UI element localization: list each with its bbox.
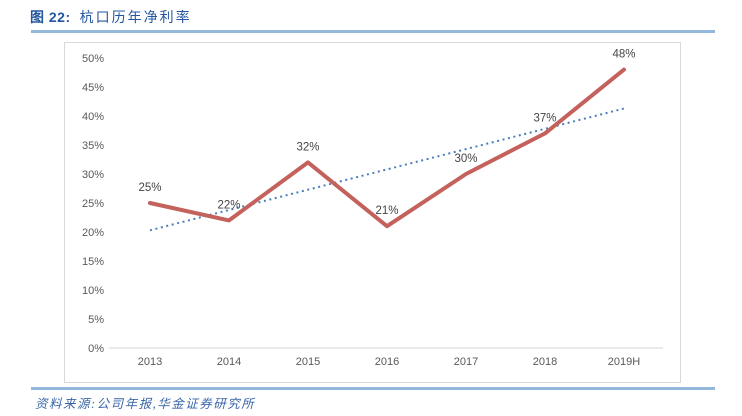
y-axis-tick-label: 35% [82,140,104,152]
data-label: 30% [454,153,477,165]
y-axis-tick-label: 15% [82,256,104,268]
y-axis-tick-label: 10% [82,285,104,297]
data-label: 22% [217,199,240,211]
data-label: 25% [138,182,161,194]
figure-header: 图 22: 杭口历年净利率 [30,7,192,27]
data-label: 21% [375,205,398,217]
x-axis-tick-label: 2019H [608,356,640,368]
y-axis-tick-label: 45% [82,82,104,94]
y-axis-tick-label: 25% [82,198,104,210]
source-note: 资料来源:公司年报,华金证券研究所 [35,397,256,411]
y-axis-tick-label: 50% [82,53,104,65]
figure-number-label: 图 22: [30,9,71,25]
x-axis-tick-label: 2018 [533,356,557,368]
series-line [148,67,626,229]
x-axis-tick-label: 2016 [375,356,399,368]
x-axis-tick-label: 2015 [296,356,320,368]
bottom-divider-rule [31,387,715,390]
y-axis-tick-label: 0% [88,343,104,355]
figure-title: 杭口历年净利率 [79,11,192,26]
y-axis-tick-label: 30% [82,169,104,181]
x-axis-tick-label: 2014 [217,356,241,368]
y-axis-tick-label: 20% [82,227,104,239]
line-chart: 0% 5% 10% 15% 20% 25% 30% 35% 40% 45% 50% 2013 2014 2… [82,49,663,368]
y-axis-tick-label: 5% [88,314,104,326]
x-axis-tick-label: 2017 [454,356,478,368]
data-label: 37% [533,112,556,124]
y-axis-tick-label: 40% [82,111,104,123]
x-axis-tick-label: 2013 [138,356,162,368]
chart-area: 0% 5% 10% 15% 20% 25% 30% 35% 40% 45% 50% 2013 2014 2… [64,42,681,383]
data-label: 32% [296,141,319,153]
data-label: 48% [612,49,635,61]
top-divider-rule [31,30,715,33]
